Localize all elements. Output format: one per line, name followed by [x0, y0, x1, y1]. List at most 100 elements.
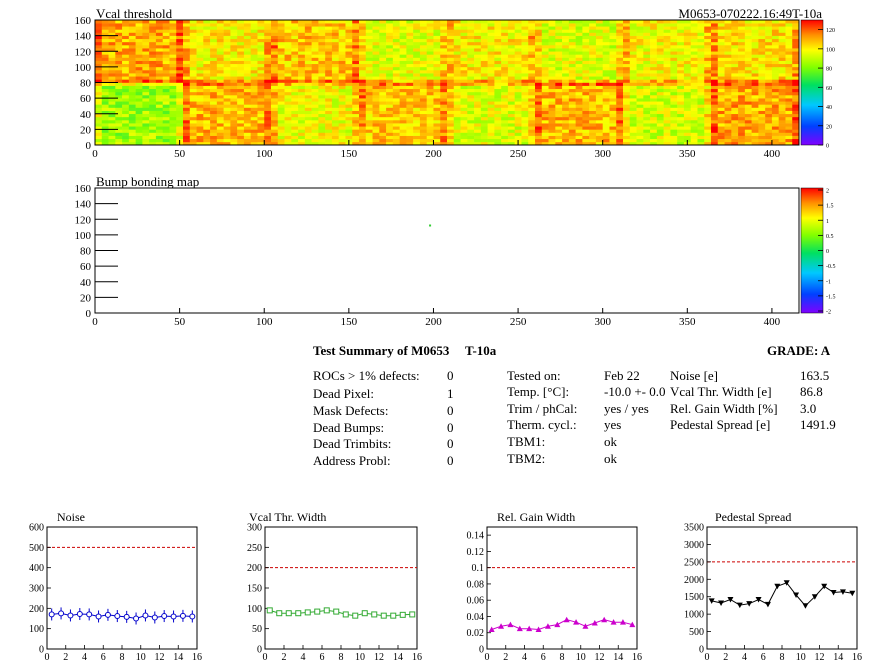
heatmap-cell — [264, 135, 272, 140]
heatmap-cell — [494, 113, 502, 118]
heatmap-cell — [690, 45, 698, 49]
heatmap-cell — [304, 23, 312, 27]
heatmap-cell — [771, 107, 779, 111]
heatmap-cell — [433, 141, 441, 145]
heatmap-cell — [304, 79, 312, 83]
heatmap-cell — [277, 98, 285, 102]
heatmap-cell — [521, 98, 529, 102]
heatmap-cell — [548, 98, 556, 102]
heatmap-cell — [568, 32, 576, 36]
heatmap-cell — [250, 82, 258, 86]
heatmap-cell — [744, 95, 752, 99]
heatmap-cell — [670, 51, 678, 55]
heatmap-cell — [751, 107, 759, 111]
heatmap-cell — [568, 54, 576, 58]
heatmap-cell — [169, 66, 177, 71]
heatmap-cell — [298, 76, 306, 80]
heatmap-cell — [535, 135, 543, 140]
heatmap-cell — [548, 138, 556, 143]
heatmap-cell — [521, 48, 529, 52]
heatmap-cell — [623, 70, 631, 74]
heatmap-cell — [352, 79, 360, 83]
heatmap-cell — [406, 26, 414, 30]
heatmap-cell — [162, 23, 170, 27]
heatmap-cell — [210, 26, 218, 30]
heatmap-cell — [277, 88, 285, 93]
heatmap-cell — [196, 63, 204, 68]
heatmap-cell — [230, 88, 238, 93]
heatmap-cell — [602, 45, 610, 49]
heatmap-cell — [155, 138, 163, 143]
trend-plot-title: Noise — [57, 510, 85, 524]
heatmap-cell — [683, 123, 691, 127]
data-point — [601, 616, 608, 623]
heatmap-cell — [541, 66, 549, 71]
heatmap-cell — [771, 95, 779, 99]
heatmap-cell — [216, 107, 224, 111]
z-tick-label: -2 — [826, 310, 831, 316]
heatmap-cell — [751, 20, 759, 24]
heatmap-cell — [101, 126, 109, 130]
heatmap-cell — [731, 123, 739, 127]
heatmap-cell — [623, 104, 631, 108]
heatmap-cell — [690, 116, 698, 121]
heatmap-cell — [738, 85, 746, 90]
heatmap-cell — [595, 57, 603, 61]
heatmap-cell — [765, 113, 773, 118]
heatmap-cell — [237, 60, 245, 65]
heatmap-cell — [453, 113, 461, 118]
heatmap-cell — [223, 32, 231, 36]
heatmap-cell — [656, 107, 664, 111]
heatmap-cell — [663, 101, 671, 105]
heatmap-cell — [643, 79, 651, 83]
heatmap-cell — [751, 91, 759, 96]
heatmap-cell — [223, 63, 231, 68]
heatmap-cell — [765, 20, 773, 24]
heatmap-cell — [751, 101, 759, 105]
heatmap-cell — [460, 91, 468, 96]
heatmap-cell — [135, 135, 143, 140]
heatmap-cell — [406, 123, 414, 127]
heatmap-cell — [711, 85, 719, 90]
heatmap-cell — [460, 123, 468, 127]
heatmap-cell — [128, 63, 136, 68]
heatmap-cell — [304, 48, 312, 52]
heatmap-cell — [250, 141, 258, 145]
heatmap-cell — [724, 123, 732, 127]
heatmap-cell — [291, 20, 299, 24]
heatmap-cell — [528, 38, 536, 43]
heatmap-cell — [460, 113, 468, 118]
heatmap-cell — [643, 107, 651, 111]
heatmap-cell — [704, 35, 712, 40]
heatmap-cell — [135, 35, 143, 40]
heatmap-cell — [704, 41, 712, 46]
heatmap-cell — [379, 29, 387, 33]
z-tick-label: 40 — [826, 105, 832, 111]
heatmap-cell — [663, 132, 671, 136]
heatmap-cell — [176, 54, 184, 58]
heatmap-cell — [203, 38, 211, 43]
heatmap-cell — [785, 101, 793, 105]
heatmap-cell — [101, 129, 109, 133]
heatmap-cell — [711, 107, 719, 111]
heatmap-cell — [744, 116, 752, 121]
heatmap-cell — [514, 132, 522, 136]
heatmap-cell — [541, 141, 549, 145]
heatmap-cell — [568, 123, 576, 127]
heatmap-cell — [636, 82, 644, 86]
heatmap-cell — [433, 60, 441, 65]
condition-label: Tested on: — [507, 368, 561, 383]
heatmap-cell — [717, 32, 725, 36]
heatmap-cell — [311, 48, 319, 52]
heatmap-cell — [738, 54, 746, 58]
data-point — [295, 610, 302, 617]
heatmap-cell — [507, 85, 515, 90]
heatmap-cell — [731, 116, 739, 121]
heatmap-cell — [406, 98, 414, 102]
heatmap-cell — [365, 132, 373, 136]
heatmap-cell — [304, 113, 312, 118]
heatmap-cell — [629, 85, 637, 90]
heatmap-cell — [541, 129, 549, 133]
heatmap-cell — [575, 73, 583, 77]
heatmap-cell — [765, 66, 773, 71]
